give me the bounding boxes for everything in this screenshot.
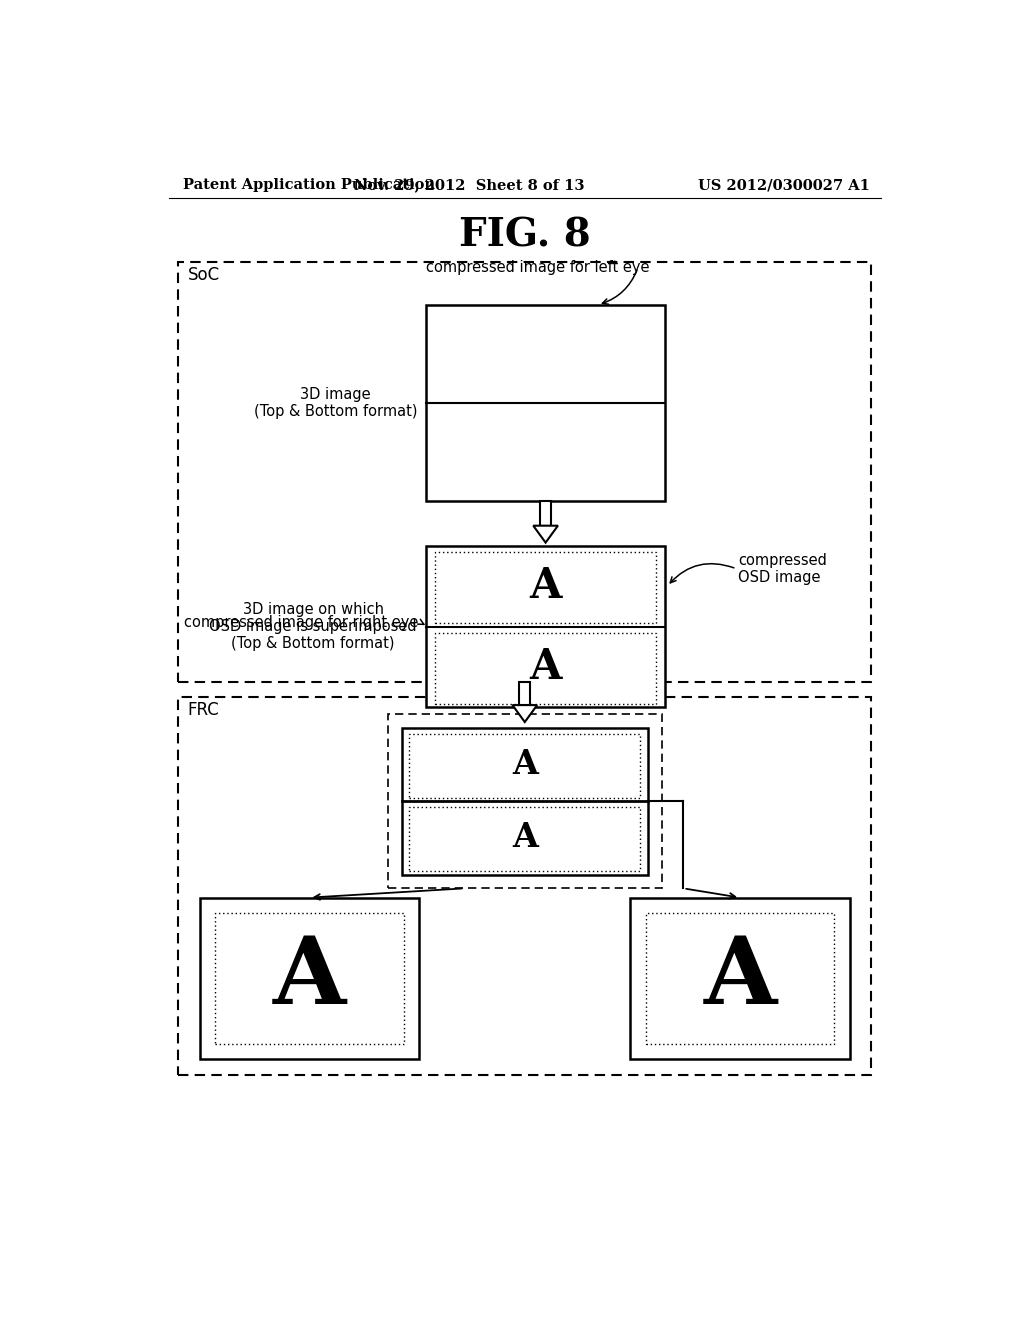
Text: A: A — [512, 821, 538, 854]
Bar — [631, 898, 850, 1059]
Bar — [426, 545, 665, 708]
Text: A: A — [512, 748, 538, 781]
Bar — [519, 682, 530, 705]
Bar — [388, 714, 662, 888]
Text: FIG. 8: FIG. 8 — [459, 216, 591, 255]
Bar — [435, 634, 655, 704]
Text: SoC: SoC — [187, 267, 220, 284]
Text: A: A — [529, 645, 562, 688]
Bar — [435, 552, 655, 623]
Text: US 2012/0300027 A1: US 2012/0300027 A1 — [698, 178, 869, 193]
Text: compressed image for right eye: compressed image for right eye — [184, 615, 419, 630]
Polygon shape — [534, 525, 558, 543]
Polygon shape — [512, 705, 538, 722]
Bar — [410, 807, 640, 871]
Text: compressed
OSD image: compressed OSD image — [738, 553, 827, 585]
Text: FRC: FRC — [187, 701, 219, 719]
Text: compressed image for left eye: compressed image for left eye — [426, 260, 649, 276]
Bar — [178, 697, 871, 1074]
Bar — [200, 898, 419, 1059]
Bar — [178, 263, 871, 682]
Bar — [541, 502, 551, 525]
Text: A: A — [703, 933, 776, 1023]
Bar — [401, 729, 648, 875]
Bar — [646, 913, 835, 1044]
Text: A: A — [273, 933, 346, 1023]
Text: 3D image on which
OSD image is superimposed
(Top & Bottom format): 3D image on which OSD image is superimpo… — [209, 602, 417, 652]
Bar — [426, 305, 665, 502]
Text: A: A — [529, 565, 562, 607]
Bar — [410, 734, 640, 799]
Text: 3D image
(Top & Bottom format): 3D image (Top & Bottom format) — [254, 387, 417, 418]
Bar — [215, 913, 403, 1044]
Text: Patent Application Publication: Patent Application Publication — [183, 178, 435, 193]
Text: Nov. 29, 2012  Sheet 8 of 13: Nov. 29, 2012 Sheet 8 of 13 — [354, 178, 585, 193]
